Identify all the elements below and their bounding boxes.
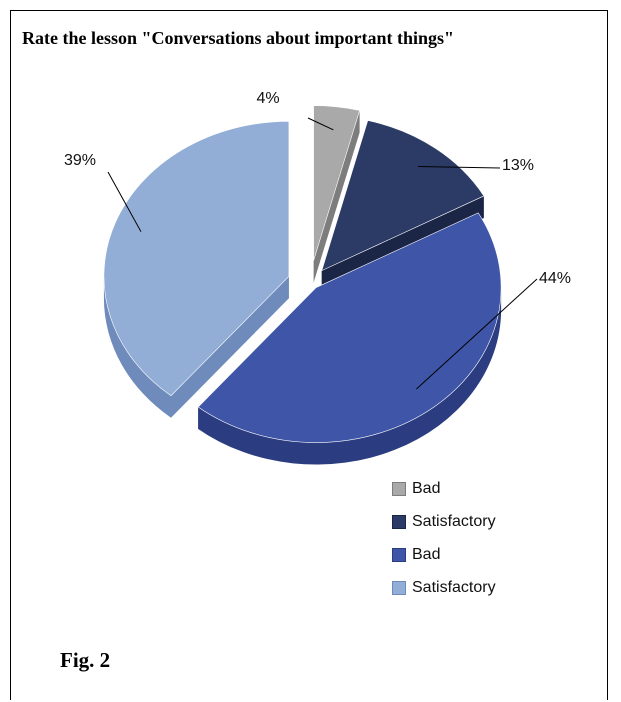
chart-title: Rate the lesson "Conversations about imp… <box>22 28 455 48</box>
pie-slice <box>313 105 360 261</box>
figure-frame <box>10 10 608 700</box>
figure-caption: Fig. 2 <box>60 648 111 672</box>
leader-line <box>416 278 538 390</box>
legend-item: Satisfactory <box>392 577 496 599</box>
slice-edge <box>313 110 360 283</box>
slice-side <box>198 287 502 465</box>
pie-slice <box>197 212 502 443</box>
data-label: 39% <box>64 152 96 169</box>
leader-line <box>418 166 501 169</box>
legend-item: Bad <box>392 478 496 500</box>
legend-item: Satisfactory <box>392 511 496 533</box>
pie-slice <box>103 121 290 397</box>
data-label: 13% <box>502 157 534 174</box>
slice-side <box>103 276 172 418</box>
legend-label: Bad <box>412 480 441 497</box>
legend-item: Bad <box>392 544 496 566</box>
leader-line <box>307 117 334 131</box>
legend-swatch <box>392 482 406 496</box>
legend-label: Satisfactory <box>412 579 496 596</box>
slice-edge <box>171 276 289 418</box>
legend-swatch <box>392 515 406 529</box>
legend: Bad Satisfactory Bad Satisfactory <box>392 478 496 610</box>
legend-label: Bad <box>412 546 441 563</box>
legend-label: Satisfactory <box>412 513 496 530</box>
legend-swatch <box>392 548 406 562</box>
legend-swatch <box>392 581 406 595</box>
data-label: 44% <box>539 270 571 287</box>
leader-line <box>107 171 142 232</box>
pie-slice <box>321 120 485 272</box>
data-label: 4% <box>256 90 279 107</box>
